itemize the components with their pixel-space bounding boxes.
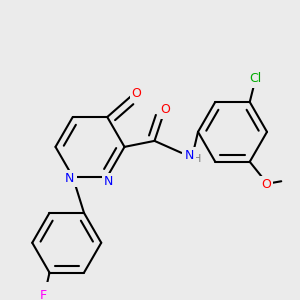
Text: N: N [184, 149, 194, 162]
Text: H: H [193, 154, 201, 164]
Text: O: O [160, 103, 170, 116]
Text: O: O [132, 86, 142, 100]
Text: Cl: Cl [250, 72, 262, 86]
Text: N: N [104, 175, 113, 188]
Text: N: N [65, 172, 74, 185]
Text: F: F [40, 289, 47, 300]
Text: O: O [261, 178, 271, 191]
